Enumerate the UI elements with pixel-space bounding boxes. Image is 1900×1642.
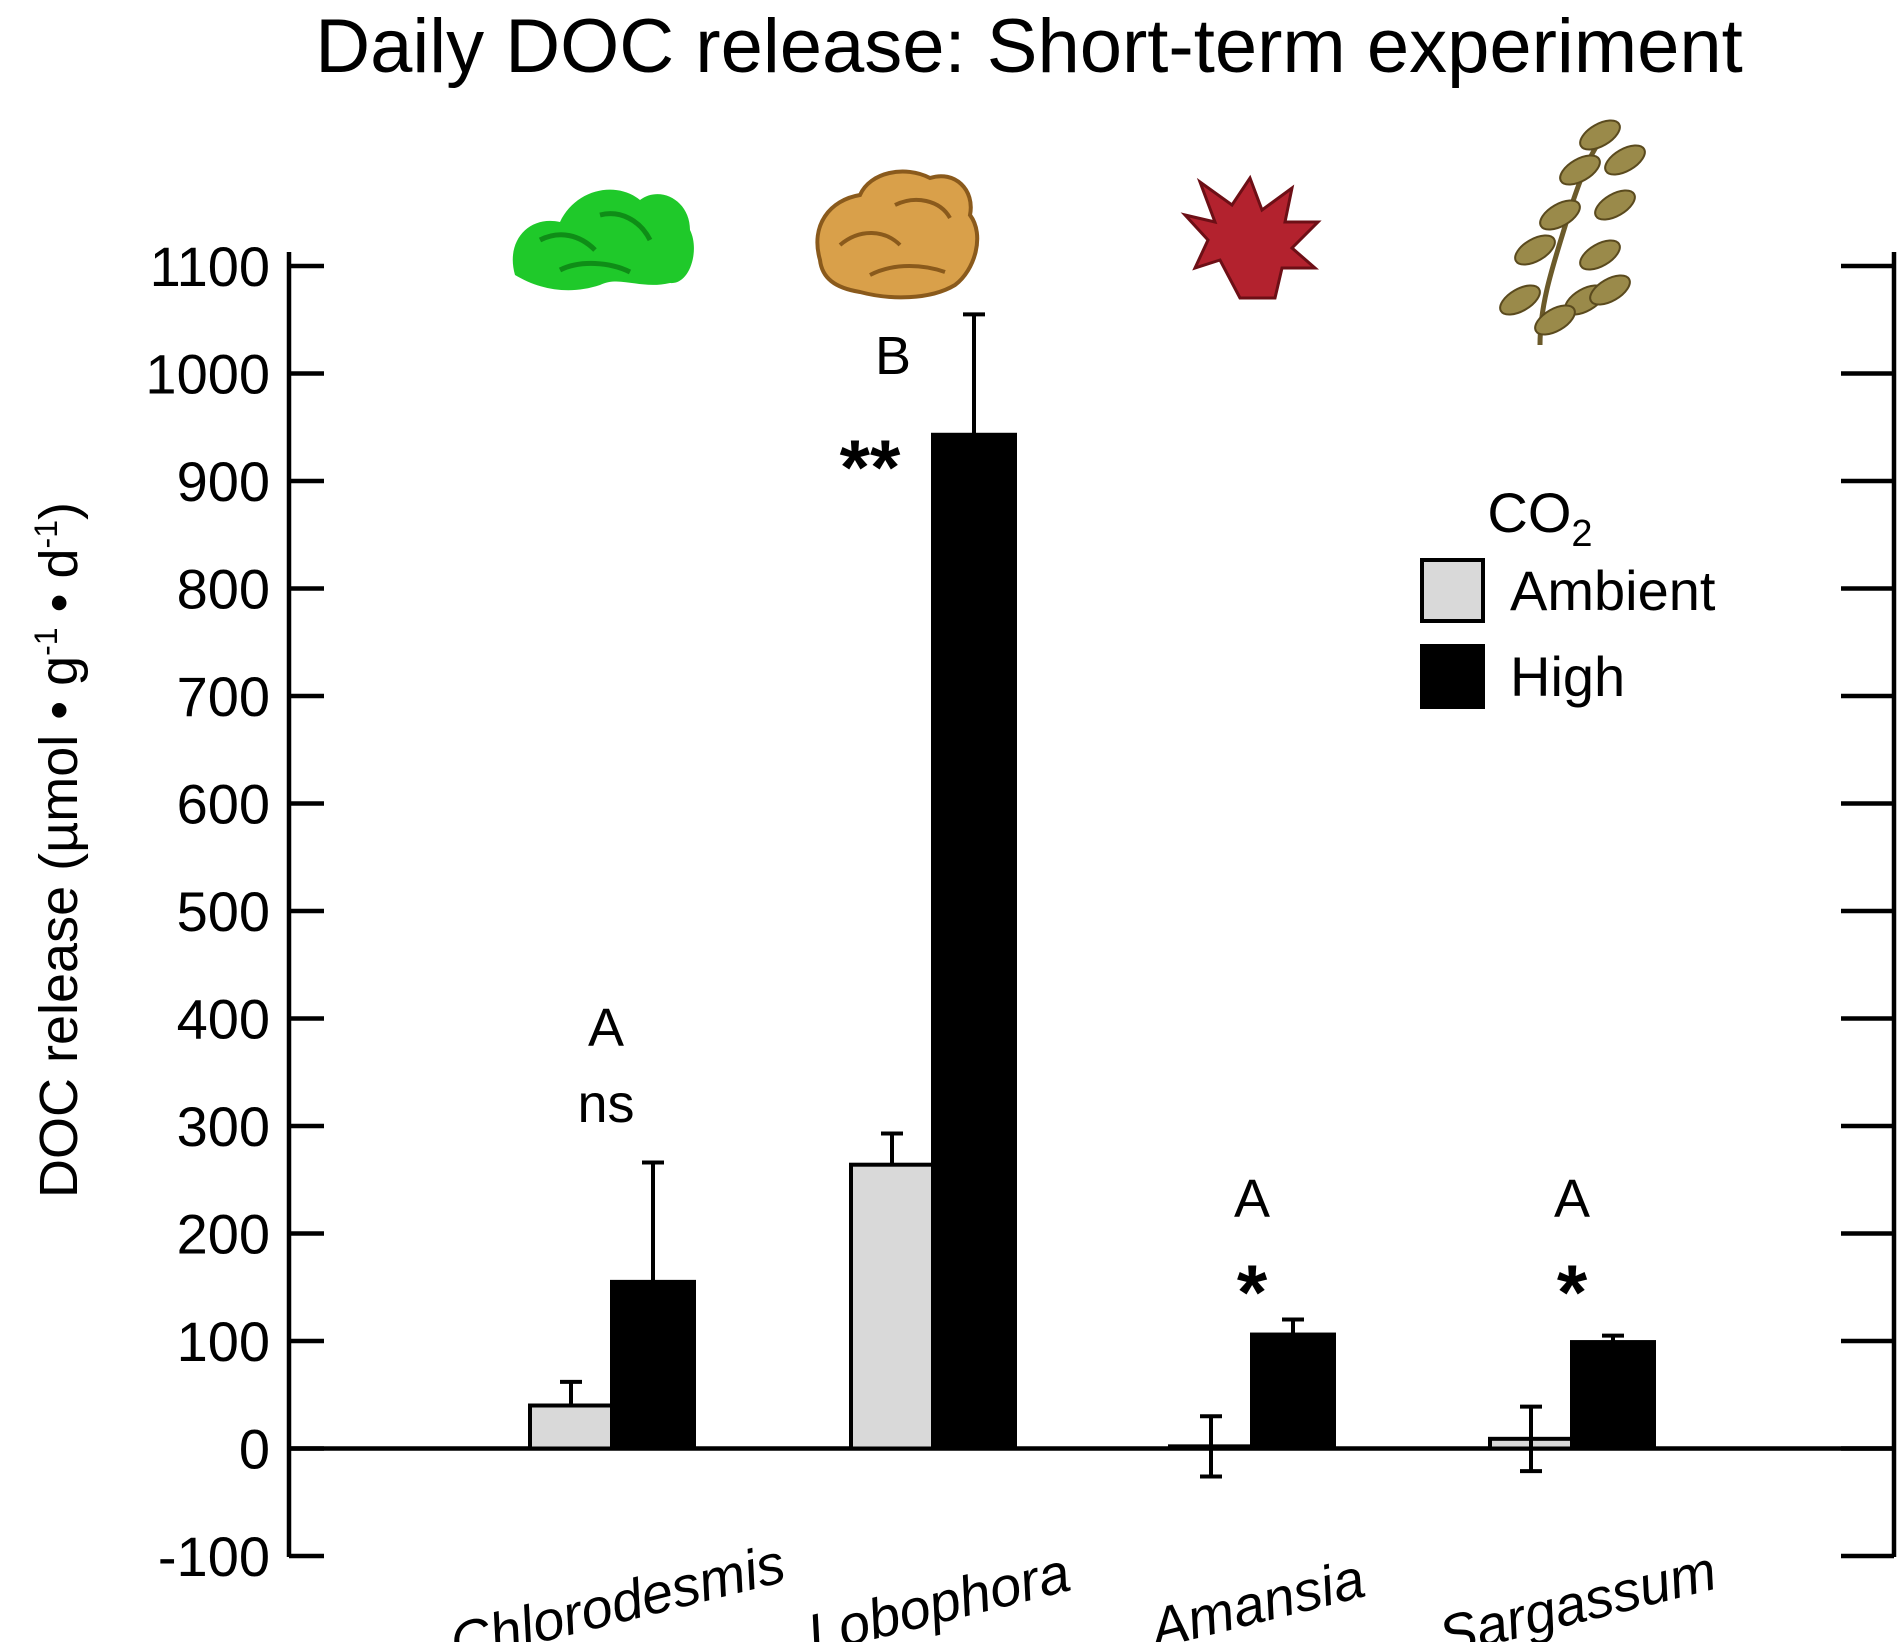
bar-high <box>1250 1332 1336 1451</box>
significance-label: * <box>1557 1248 1588 1336</box>
category-label: Amansia <box>1141 1546 1371 1642</box>
y-tick-label: -100 <box>158 1525 270 1588</box>
y-axis-label: DOC release (µmol • g-1 • d-1) <box>28 502 89 1198</box>
y-tick-label: 1100 <box>150 235 270 298</box>
group-letter: A <box>588 998 624 1058</box>
sargassum-icon <box>1499 119 1646 346</box>
significance-label: * <box>1237 1248 1268 1336</box>
y-tick-label: 200 <box>177 1203 270 1266</box>
bar-high <box>610 1279 696 1451</box>
brown-lobophora-icon <box>815 169 980 300</box>
category-label: Lobophora <box>801 1540 1076 1642</box>
bar-high <box>931 432 1017 1451</box>
bar-high <box>1570 1340 1656 1451</box>
y-tick-label: 600 <box>177 773 270 836</box>
bar-ambient <box>849 1162 935 1451</box>
significance-label: ns <box>577 1074 634 1134</box>
group-letter: B <box>875 326 911 386</box>
y-tick-label: 100 <box>177 1310 270 1373</box>
y-tick-label: 0 <box>239 1418 270 1481</box>
bars <box>528 312 1656 1479</box>
bar-ambient <box>528 1403 614 1451</box>
y-tick-label: 500 <box>177 880 270 943</box>
y-tick-label: 700 <box>177 665 270 728</box>
legend-swatch-high <box>1420 644 1485 709</box>
legend-title: CO2 <box>1487 481 1592 555</box>
y-tick-label: 300 <box>177 1095 270 1158</box>
group-letter: A <box>1234 1169 1270 1229</box>
y-tick-label: 900 <box>177 450 270 513</box>
y-tick-label: 800 <box>177 558 270 621</box>
category-label: Sargassum <box>1432 1538 1722 1642</box>
group-letter: A <box>1554 1169 1590 1229</box>
red-algae-icon <box>1180 174 1322 300</box>
significance-label: ** <box>840 423 901 511</box>
species-icons <box>512 119 1646 346</box>
category-label: Chlorodesmis <box>444 1531 791 1642</box>
legend-label-high: High <box>1510 645 1625 708</box>
legend-swatch-ambient <box>1420 558 1485 623</box>
y-tick-label: 400 <box>177 988 270 1051</box>
chart-title: Daily DOC release: Short-term experiment <box>315 4 1743 89</box>
green-algae-icon <box>512 189 694 291</box>
legend-label-ambient: Ambient <box>1510 559 1716 622</box>
y-tick-label: 1000 <box>145 343 270 406</box>
